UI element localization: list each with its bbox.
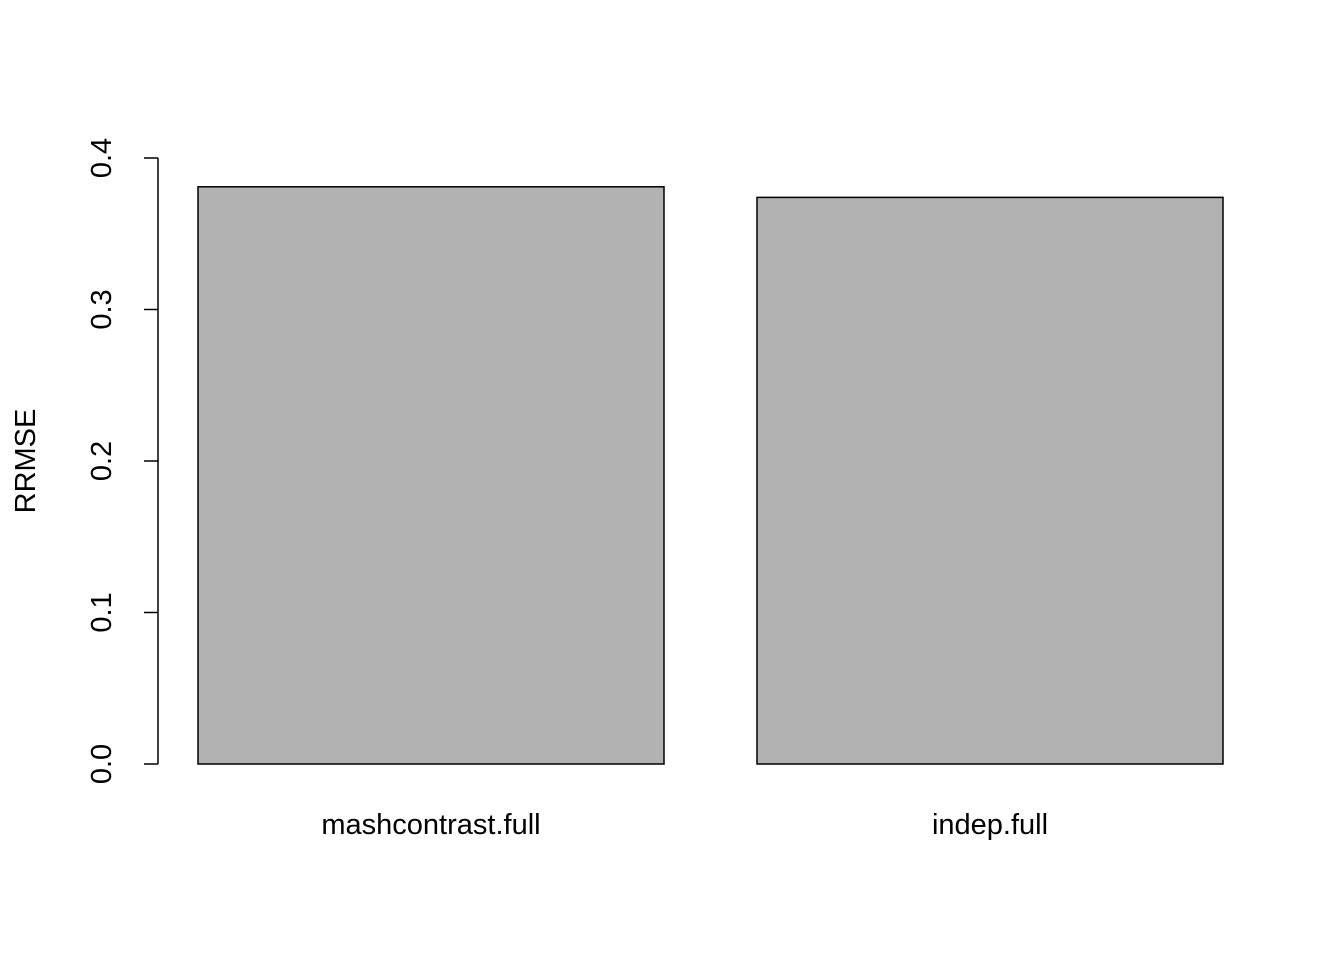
x-axis-labels: mashcontrast.full indep.full (321, 809, 1048, 841)
bar (197, 186, 665, 765)
y-axis-title: RRMSE (10, 409, 42, 514)
x-category-label: mashcontrast.full (321, 809, 540, 841)
y-tick-label: 0.3 (86, 289, 118, 329)
bar (756, 196, 1224, 765)
y-axis: 0.0 0.1 0.2 0.3 0.4 (86, 138, 159, 784)
x-category-label: indep.full (932, 809, 1048, 841)
y-tick-label: 0.2 (86, 441, 118, 481)
y-tick-label: 0.0 (86, 744, 118, 784)
y-tick-label: 0.1 (86, 592, 118, 632)
bars-group (197, 186, 1224, 765)
y-tick-label: 0.4 (86, 138, 118, 178)
